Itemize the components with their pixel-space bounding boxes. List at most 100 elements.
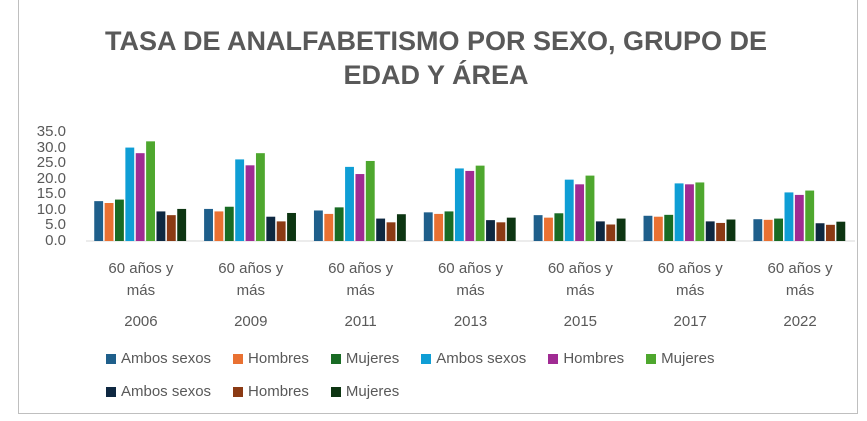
y-tick-label: 25.0 [36,154,66,172]
legend-label: Ambos sexos [121,383,212,400]
legend: Ambos sexos Hombres Mujeres Ambos sexos Homb… [106,350,766,400]
legend-swatch [330,353,341,364]
legend-item: Ambos sexos [421,350,526,367]
bar [396,214,406,241]
bar [784,192,794,241]
bar [606,224,616,241]
legend-item: Hombres [548,350,624,367]
legend-label: Ambos sexos [436,350,527,367]
x-subcategory-label: 60 años y más [328,260,394,299]
x-tick-label: 2022 [783,313,817,330]
bar [554,213,564,241]
bar [475,165,485,241]
legend-swatch [106,353,116,364]
legend-label: Hombres [563,350,625,367]
bar [345,166,354,241]
legend-swatch [421,353,432,364]
bar [376,218,386,241]
x-tick-label: 2009 [234,313,268,330]
bar [616,218,626,241]
bar [496,222,506,241]
bar [245,165,255,241]
legend-label: Mujeres [661,350,715,367]
legend-item: Hombres [233,383,309,400]
legend-label: Hombres [248,350,309,367]
x-subcategory-label: 60 años y más [218,260,284,299]
legend-label: Ambos sexos [121,350,212,367]
bar [214,211,224,241]
bar [763,219,773,241]
legend-swatch [330,386,341,397]
bar [156,211,166,241]
bar [805,190,815,241]
x-tick-label: 2017 [673,313,707,330]
y-tick-label: 5.0 [45,216,66,234]
bar [564,179,574,241]
legend-label: Hombres [248,383,309,400]
bar [386,222,396,241]
legend-swatch [548,353,559,364]
bar [643,215,653,241]
legend-item: Hombres [233,350,309,367]
y-tick-label: 35.0 [36,123,66,140]
chart-title: TASA DE ANALFABETISMO POR SEXO, GRUPO DE… [104,26,768,90]
bar [266,216,276,241]
y-tick-label: 20.0 [36,169,66,187]
bar [486,220,495,241]
x-subcategory-label: 60 años y más [437,260,504,299]
bar [255,153,265,241]
bar [826,224,835,241]
bar [444,211,454,241]
legend-item: Ambos sexos [106,383,211,400]
bar [365,160,375,241]
legend-swatch [106,386,116,397]
bar [146,141,155,241]
bar [506,217,516,241]
bar [815,223,825,241]
legend-label: Mujeres [345,350,400,367]
bar [794,194,804,241]
bar [716,222,726,241]
bar [235,159,245,241]
bar [753,219,763,241]
bar [313,210,323,241]
y-tick-label: 30.0 [36,138,66,156]
x-tick-label: 2006 [124,313,158,330]
bar [836,221,846,241]
bar [774,218,784,241]
bar [204,208,213,241]
bar [533,215,543,241]
x-tick-label: 2013 [453,313,488,330]
chart-border [18,0,858,414]
y-tick-label: 15.0 [36,185,66,203]
bar [423,212,433,241]
bar [125,147,135,241]
bar [287,212,296,241]
x-tick-label: 2011 [344,313,377,330]
bar [334,207,344,241]
x-subcategory-label: 60 años y más [767,260,833,299]
bar [726,219,736,241]
bar [324,213,334,241]
legend-label: Mujeres [345,383,400,400]
legend-item: Mujeres [330,383,400,400]
bar [685,184,694,241]
bar [355,174,365,241]
x-subcategory-label: 60 años y más [547,260,613,299]
x-subcategory-label: 60 años y más [108,260,174,299]
bar [434,213,444,241]
legend-item: Ambos sexos [106,350,211,367]
y-tick-label: 0.0 [45,232,66,249]
bar [114,199,124,241]
bar [276,221,286,241]
bar [674,183,684,241]
bar [544,217,553,241]
bar [166,215,176,241]
bar [595,221,605,241]
bar [585,175,595,241]
bar [454,168,464,241]
bar [224,206,234,241]
bar [653,216,663,241]
bar [465,170,475,241]
